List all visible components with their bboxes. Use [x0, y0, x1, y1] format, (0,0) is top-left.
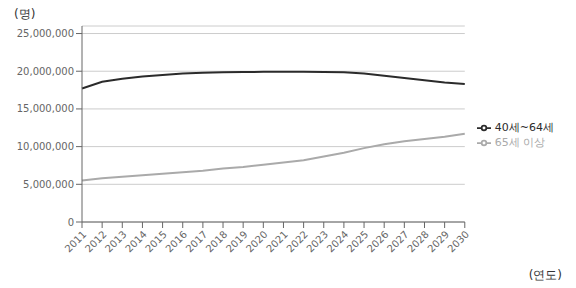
svg-text:2028: 2028: [405, 229, 431, 255]
svg-text:2011: 2011: [63, 229, 89, 255]
svg-text:2012: 2012: [83, 229, 109, 255]
svg-text:25,000,000: 25,000,000: [17, 28, 74, 39]
svg-text:2025: 2025: [345, 229, 371, 255]
html-text:40세~64세: 40세~64세: [494, 121, 554, 134]
svg-text:15,000,000: 15,000,000: [17, 103, 74, 114]
svg-text:2021: 2021: [264, 229, 290, 255]
svg-text:2015: 2015: [143, 229, 169, 255]
svg-text:2018: 2018: [204, 229, 230, 255]
svg-text:20,000,000: 20,000,000: [17, 66, 74, 77]
svg-text:10,000,000: 10,000,000: [17, 141, 74, 152]
svg-text:2020: 2020: [244, 229, 270, 255]
svg-text:2013: 2013: [103, 229, 129, 255]
html-text:65세 이상: 65세 이상: [494, 136, 546, 149]
svg-text:2026: 2026: [365, 229, 391, 255]
svg-text:5,000,000: 5,000,000: [23, 179, 74, 190]
svg-text:0: 0: [68, 217, 74, 228]
svg-text:2024: 2024: [325, 229, 351, 255]
svg-text:2027: 2027: [385, 229, 411, 255]
svg-text:2016: 2016: [163, 229, 189, 255]
svg-text:2019: 2019: [224, 229, 250, 255]
svg-text:2017: 2017: [184, 229, 210, 255]
svg-text:2029: 2029: [425, 229, 451, 255]
svg-text:2023: 2023: [304, 229, 330, 255]
svg-text:2014: 2014: [123, 229, 149, 255]
svg-text:2030: 2030: [445, 229, 471, 255]
html-text:(명): (명): [14, 7, 36, 21]
html-text:(연도): (연도): [528, 268, 562, 282]
svg-text:2022: 2022: [284, 229, 310, 255]
